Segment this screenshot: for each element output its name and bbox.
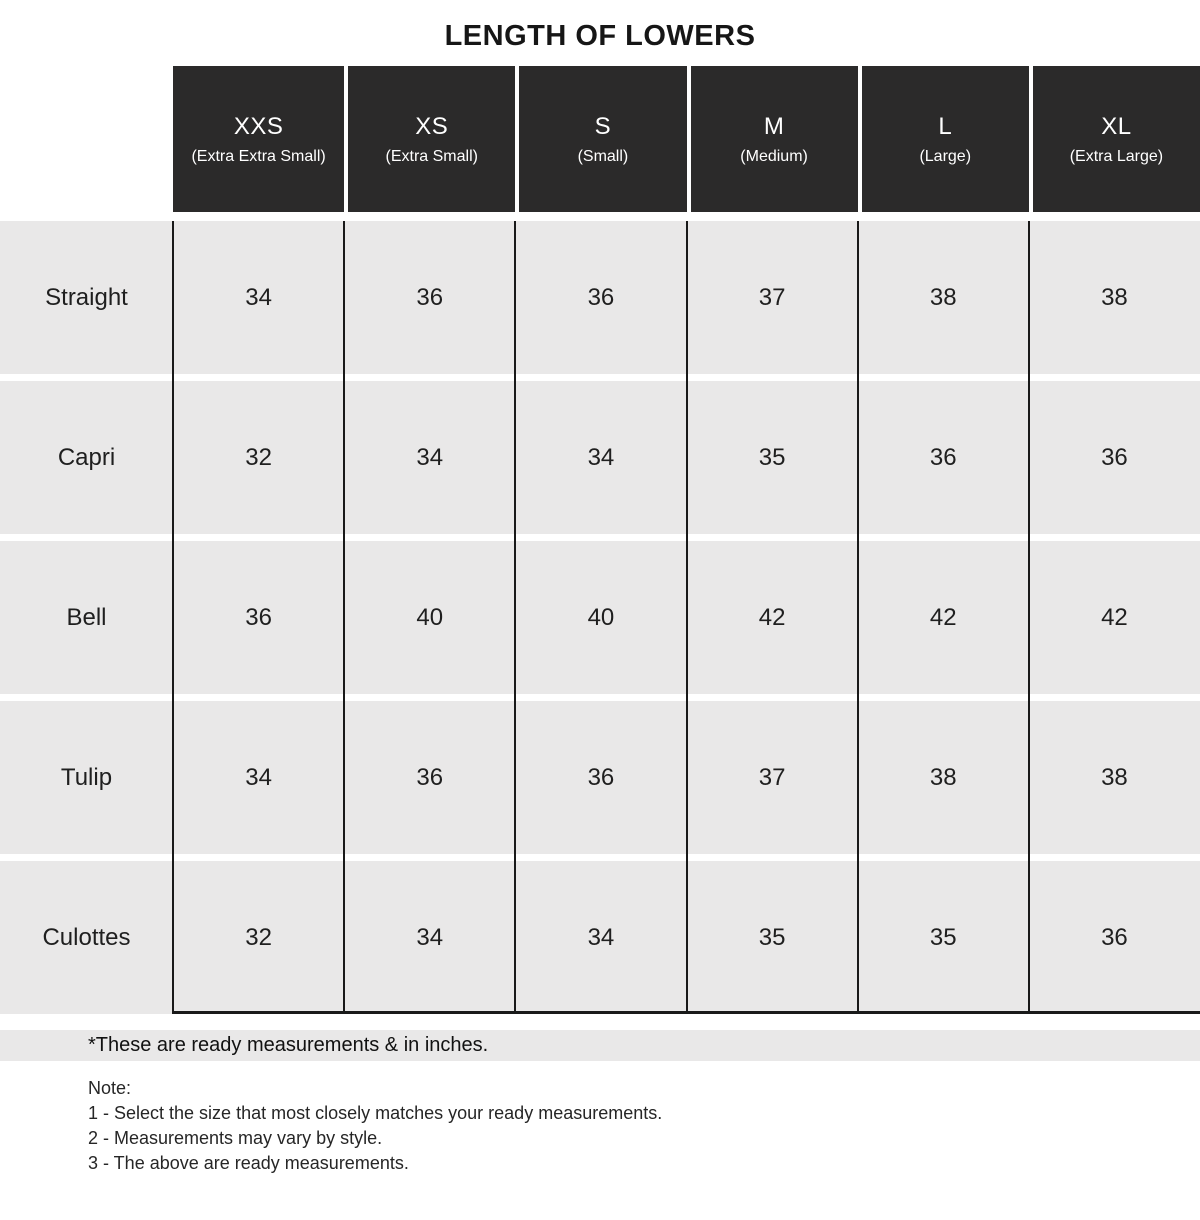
table-row-bell: Bell 36 40 40 42 42 42 — [0, 541, 1200, 694]
measurement-cell: 34 — [344, 861, 516, 1014]
measurement-cell: 32 — [173, 861, 345, 1014]
size-abbrev: XS — [415, 112, 449, 140]
note-item: 3 - The above are ready measurements. — [88, 1153, 409, 1173]
measurement-cell: 38 — [857, 221, 1029, 374]
measurement-cell: 34 — [515, 381, 687, 534]
table-row-culottes: Culottes 32 34 34 35 35 36 — [0, 861, 1200, 1014]
row-label: Capri — [0, 381, 173, 534]
measurement-cell: 34 — [344, 381, 516, 534]
measurement-cell: 36 — [344, 221, 516, 374]
measurement-cell: 38 — [1028, 701, 1200, 854]
measurement-cell: 34 — [173, 701, 345, 854]
notes-block: Note: 1 - Select the size that most clos… — [88, 1078, 1200, 1174]
size-chart-table: XXS (Extra Extra Small) XS (Extra Small) S (S… — [0, 66, 1200, 1014]
row-label: Tulip — [0, 701, 173, 854]
notes-list: 1 - Select the size that most closely ma… — [88, 1102, 1200, 1174]
footnote-bar: *These are ready measurements & in inche… — [0, 1030, 1200, 1061]
column-header-m: M (Medium) — [686, 66, 858, 212]
measurement-cell: 32 — [173, 381, 345, 534]
measurement-cell: 35 — [686, 381, 858, 534]
size-abbrev: S — [594, 112, 612, 140]
size-header-row: XXS (Extra Extra Small) XS (Extra Small) S (S… — [173, 66, 1200, 212]
size-full-name: (Extra Extra Small) — [191, 147, 326, 165]
size-full-name: (Extra Large) — [1069, 147, 1164, 165]
measurement-cell: 38 — [1028, 221, 1200, 374]
measurement-cell: 36 — [1028, 861, 1200, 1014]
measurement-cell: 38 — [857, 701, 1029, 854]
measurement-cell: 36 — [173, 541, 345, 694]
measurement-cell: 36 — [515, 221, 687, 374]
measurement-cell: 42 — [857, 541, 1029, 694]
size-full-name: (Large) — [919, 147, 972, 165]
column-header-s: S (Small) — [515, 66, 687, 212]
measurement-cell: 40 — [344, 541, 516, 694]
measurement-cell: 37 — [686, 701, 858, 854]
column-header-xxs: XXS (Extra Extra Small) — [173, 66, 345, 212]
table-rows: Straight 34 36 36 37 38 38 Capri 32 34 34 35 36 36 Bel… — [0, 221, 1200, 1014]
column-header-xs: XS (Extra Small) — [344, 66, 516, 212]
measurement-cell: 40 — [515, 541, 687, 694]
row-label: Straight — [0, 221, 173, 374]
measurement-cell: 35 — [857, 861, 1029, 1014]
footnote-text: *These are ready measurements & in inche… — [88, 1034, 489, 1056]
measurement-cell: 37 — [686, 221, 858, 374]
size-table-body: Straight 34 36 36 37 38 38 Capri 32 34 34 35 36 36 Bel… — [0, 221, 1200, 1014]
measurement-cell: 34 — [515, 861, 687, 1014]
measurement-cell: 36 — [857, 381, 1029, 534]
size-full-name: (Extra Small) — [385, 147, 478, 165]
table-row-capri: Capri 32 34 34 35 36 36 — [0, 381, 1200, 534]
size-full-name: (Medium) — [740, 147, 808, 165]
measurement-cell: 42 — [686, 541, 858, 694]
measurement-cell: 36 — [1028, 381, 1200, 534]
row-label: Culottes — [0, 861, 173, 1014]
table-row-tulip: Tulip 34 36 36 37 38 38 — [0, 701, 1200, 854]
column-header-l: L (Large) — [857, 66, 1029, 212]
size-abbrev: XXS — [233, 112, 284, 140]
page-title: LENGTH OF LOWERS — [444, 20, 756, 52]
table-row-straight: Straight 34 36 36 37 38 38 — [0, 221, 1200, 374]
size-abbrev: M — [763, 112, 785, 140]
size-abbrev: L — [938, 112, 953, 140]
measurement-cell: 36 — [344, 701, 516, 854]
column-header-xl: XL (Extra Large) — [1028, 66, 1200, 212]
measurement-cell: 36 — [515, 701, 687, 854]
measurement-cell: 35 — [686, 861, 858, 1014]
note-item: 2 - Measurements may vary by style. — [88, 1128, 383, 1148]
measurement-cell: 34 — [173, 221, 345, 374]
size-abbrev: XL — [1101, 112, 1132, 140]
row-label: Bell — [0, 541, 173, 694]
notes-heading: Note: — [88, 1078, 132, 1098]
size-full-name: (Small) — [577, 147, 629, 165]
measurement-cell: 42 — [1028, 541, 1200, 694]
note-item: 1 - Select the size that most closely ma… — [88, 1103, 663, 1123]
